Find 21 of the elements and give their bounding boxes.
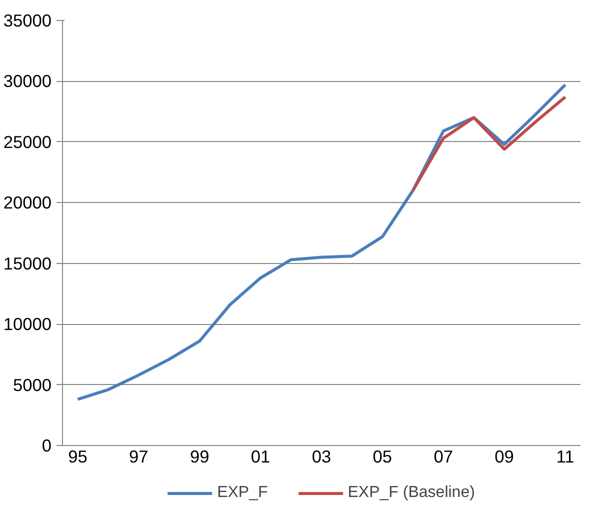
- line-series: [76, 83, 567, 401]
- x-tick-label: 95: [68, 446, 88, 466]
- y-tick-label: 35000: [3, 10, 52, 30]
- y-tick-label: 0: [42, 436, 52, 456]
- y-tick-label: 30000: [3, 71, 52, 92]
- legend-label: EXP_F (Baseline): [348, 484, 475, 502]
- x-tick-label: 01: [250, 446, 270, 466]
- x-tick-label: 07: [434, 446, 454, 466]
- y-tick-label: 5000: [12, 374, 52, 395]
- y-tick-label: 10000: [3, 314, 52, 334]
- x-tick-label: 97: [129, 446, 148, 466]
- legend-label: EXP_F: [217, 484, 268, 502]
- y-tick-label: 20000: [3, 192, 52, 213]
- x-tick-label: 03: [312, 446, 332, 466]
- x-tick-label: 05: [372, 446, 392, 466]
- line-series: [411, 96, 567, 192]
- y-tick-label: 15000: [3, 253, 52, 274]
- y-tick-label: 25000: [3, 132, 52, 152]
- x-tick-label: 99: [190, 446, 210, 466]
- x-tick-label: 11: [556, 446, 574, 466]
- x-tick-label: 09: [494, 446, 514, 466]
